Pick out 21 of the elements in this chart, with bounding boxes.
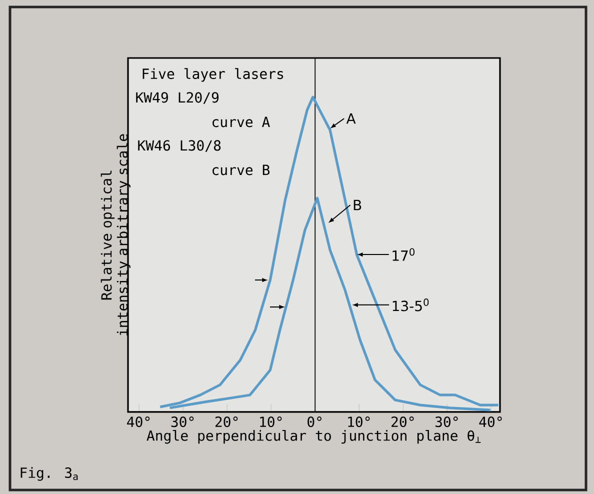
x-tick-label: 0° (308, 416, 322, 428)
caption: Fig. 3$_{a}$ (20, 467, 78, 481)
annotation: B (354, 200, 362, 210)
x-tick-label: 40° (127, 416, 150, 428)
text: Five layer lasers (142, 68, 284, 82)
annotation: curve B (212, 164, 270, 176)
x-tick-label: 30° (435, 416, 458, 428)
annotation: A (346, 113, 356, 124)
x-tick-label: 20° (392, 416, 414, 428)
x-tick-label: 40° (479, 416, 502, 428)
annotation: 13-5$^{0}$ (392, 298, 429, 312)
x-tick-label: 10° (260, 416, 282, 428)
annotation: KW49 L20/9 (136, 92, 219, 104)
x-axis-title: Angle perpendicular to junction plane θ$_{⊥}$ (146, 430, 481, 444)
y-axis-title: Relative optical intensity arbitrary scale (100, 134, 130, 336)
annotation: curve A (212, 116, 270, 128)
x-tick-label: 10° (348, 416, 370, 428)
x-tick-label: 20° (215, 416, 238, 428)
x-tick-label: 30° (171, 416, 194, 428)
annotation: KW46 L30/8 (138, 140, 221, 152)
annotation: 17$^{0}$ (392, 248, 415, 261)
